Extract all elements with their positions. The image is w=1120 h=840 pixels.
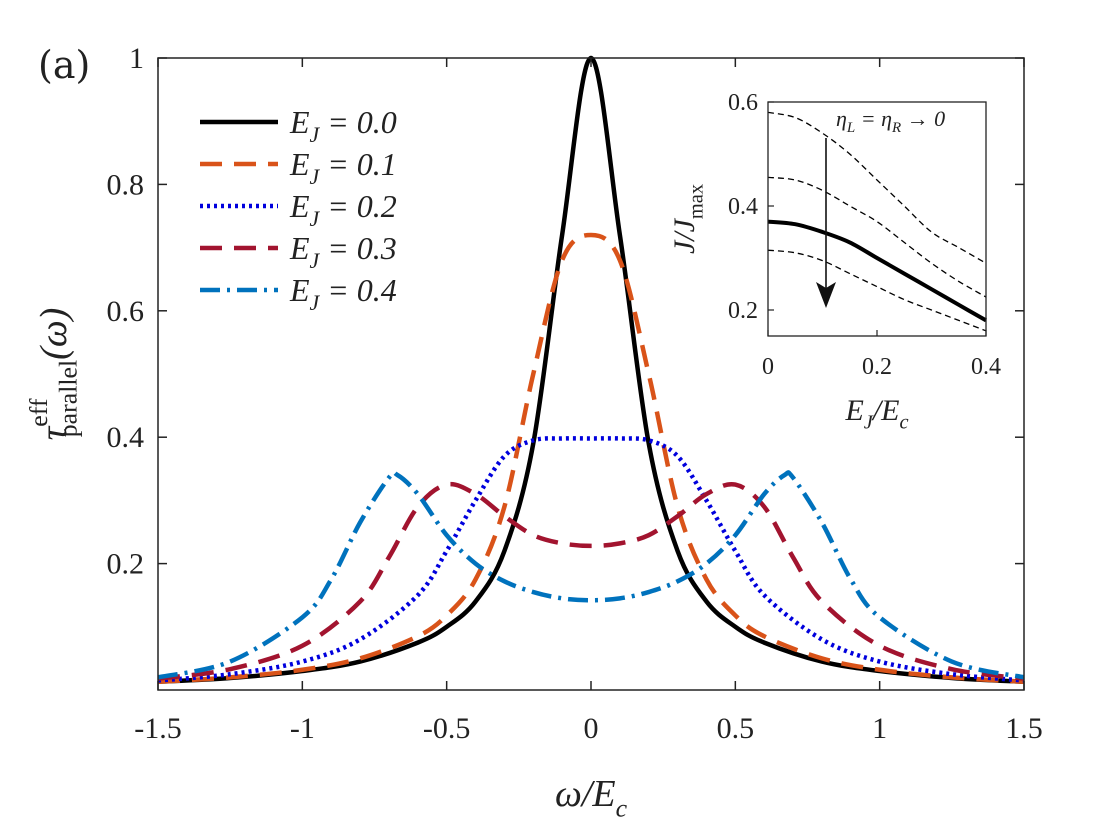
inset-ticks: 0 0.2 0.4 0.2 0.4 0.6 [728, 90, 1001, 380]
inset-series-line-2 [767, 219, 987, 323]
y-tick-label: 0.6 [107, 295, 145, 328]
main-ticks: -1.5 -1 -0.5 0 0.5 1 1.5 0.2 0.4 0.6 0.8 1 [107, 42, 1043, 745]
series-line-2 [157, 436, 1025, 683]
y-tick-label: 0.8 [107, 168, 145, 201]
inset-annotation: ηL = ηR → 0 [836, 106, 945, 136]
legend-label: EJ = 0.4 [289, 272, 397, 315]
inset-series-line-0 [767, 111, 987, 264]
inset-y-axis-label: J/Jmax [668, 184, 707, 254]
inset-x-tick-label: 0.4 [971, 354, 1001, 380]
y-tick-label: 0.4 [107, 421, 145, 454]
inset-chart: 0 0.2 0.4 0.2 0.4 0.6 ηL = ηR → 0 EJ/Ec J/Jma… [668, 90, 1001, 433]
inset-y-tick-label: 0.6 [728, 90, 758, 116]
inset-arrow [816, 138, 836, 308]
inset-x-axis-label: EJ/Ec [844, 394, 908, 433]
x-tick-label: 1 [872, 712, 887, 745]
inset-series-line-1 [767, 176, 987, 298]
main-chart: -1.5 -1 -0.5 0 0.5 1 1.5 0.2 0.4 0.6 0.8 1 ω/Ec τef… [24, 42, 1043, 823]
arrow-head [816, 282, 836, 308]
x-tick-label: -0.5 [423, 712, 471, 745]
legend-label: EJ = 0.3 [289, 230, 397, 273]
series-line-4 [157, 470, 1025, 680]
inset-background [768, 102, 986, 336]
x-tick-label: -1 [290, 712, 315, 745]
series-line-1 [157, 232, 1025, 685]
series-line-3 [157, 481, 1025, 681]
legend: EJ = 0.0EJ = 0.1EJ = 0.2EJ = 0.3EJ = 0.4 [200, 104, 397, 315]
x-tick-label: 0.5 [717, 712, 755, 745]
x-tick-label: -1.5 [134, 712, 182, 745]
inset-series-line-3 [767, 249, 987, 332]
y-tick-label: 1 [129, 42, 144, 75]
inset-series-group [767, 111, 987, 332]
legend-label: EJ = 0.2 [289, 188, 397, 231]
legend-label: EJ = 0.0 [289, 104, 397, 147]
y-axis-label: τeffparallel(ω) [24, 308, 83, 441]
x-axis-label: ω/Ec [555, 773, 628, 823]
y-tick-label: 0.2 [107, 548, 145, 581]
legend-label: EJ = 0.1 [289, 146, 397, 189]
x-tick-label: 0 [584, 712, 599, 745]
inset-x-tick-label: 0.2 [862, 354, 892, 380]
panel-label: (a) [38, 43, 90, 87]
inset-y-tick-label: 0.4 [728, 194, 758, 220]
inset-y-tick-label: 0.2 [728, 298, 758, 324]
inset-x-tick-label: 0 [762, 354, 774, 380]
x-tick-label: 1.5 [1005, 712, 1043, 745]
